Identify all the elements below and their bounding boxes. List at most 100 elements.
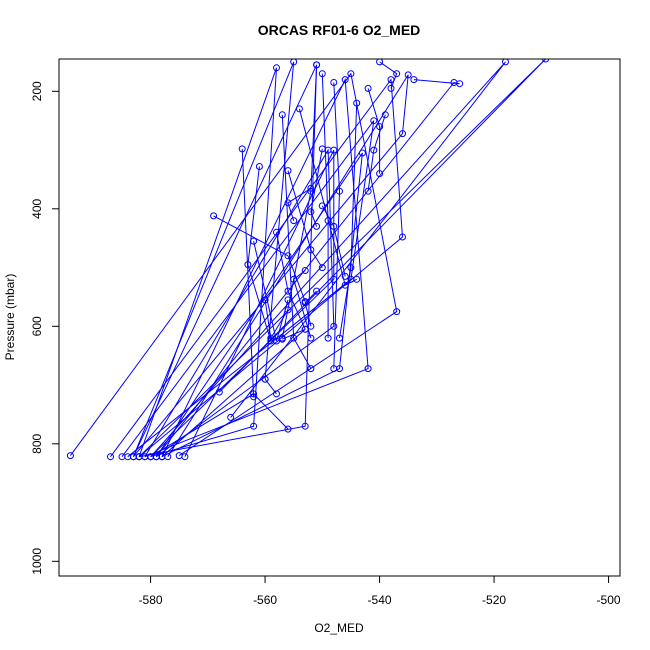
- data-point: [313, 222, 321, 230]
- data-point: [341, 76, 349, 84]
- data-point: [273, 390, 280, 398]
- series-line: [133, 74, 409, 458]
- data-point: [273, 228, 280, 236]
- data-point: [318, 264, 326, 272]
- data-point: [307, 334, 315, 342]
- data-point: [370, 146, 378, 154]
- data-point: [353, 99, 361, 107]
- data-point: [250, 393, 258, 401]
- series-31: [290, 267, 315, 342]
- data-point: [399, 233, 406, 241]
- series-22: [295, 105, 361, 289]
- data-point: [404, 71, 412, 79]
- data-point: [330, 146, 338, 154]
- series-26: [364, 111, 389, 195]
- data-point: [301, 267, 309, 274]
- data-point: [295, 105, 303, 113]
- series-line: [253, 240, 289, 342]
- data-point: [347, 264, 355, 272]
- series-line: [367, 88, 381, 174]
- data-point: [301, 422, 309, 430]
- data-point: [107, 453, 114, 461]
- series-line: [367, 114, 386, 192]
- series-line: [132, 61, 295, 457]
- data-point: [456, 80, 464, 88]
- data-point: [250, 237, 258, 245]
- data-point: [290, 334, 298, 342]
- data-point: [250, 422, 258, 430]
- data-point: [290, 59, 298, 66]
- series-line: [144, 77, 369, 458]
- data-point: [284, 167, 292, 175]
- data-point: [370, 117, 378, 125]
- data-point: [307, 187, 315, 195]
- data-point: [261, 375, 269, 383]
- series-line: [247, 166, 272, 342]
- series-line: [339, 103, 358, 339]
- data-point: [129, 453, 137, 461]
- series-line: [321, 205, 346, 277]
- chart-title: ORCAS RF01-6 O2_MED: [258, 22, 421, 38]
- data-point: [278, 334, 286, 342]
- data-point: [66, 452, 74, 460]
- data-point: [324, 334, 332, 342]
- data-point: [376, 123, 384, 131]
- data-point: [307, 208, 315, 216]
- data-point: [284, 425, 292, 433]
- data-point: [181, 453, 189, 461]
- series-line: [321, 73, 329, 339]
- series-line: [310, 148, 323, 227]
- series-24: [330, 79, 343, 373]
- data-point: [330, 79, 338, 86]
- series-27: [336, 99, 361, 342]
- data-point: [330, 365, 338, 373]
- data-point: [364, 365, 372, 373]
- y-tick-label: 1000: [30, 548, 44, 575]
- series-16: [238, 145, 258, 401]
- data-point: [387, 84, 395, 92]
- data-point: [301, 299, 309, 307]
- series-line: [264, 299, 289, 340]
- y-tick-label: 400: [30, 198, 44, 218]
- series-line: [287, 187, 312, 221]
- data-point: [376, 170, 384, 178]
- series-line: [287, 170, 323, 268]
- data-point: [318, 145, 326, 153]
- series-line: [281, 114, 312, 369]
- x-tick-label: -580: [139, 593, 163, 607]
- x-tick-label: -500: [597, 593, 621, 607]
- series-line: [298, 108, 357, 286]
- y-tick-label: 800: [30, 433, 44, 453]
- series-line: [276, 232, 306, 330]
- data-point: [341, 272, 349, 280]
- data-point: [364, 84, 372, 92]
- series-29: [307, 145, 326, 230]
- series-35: [376, 59, 401, 92]
- data-point: [284, 306, 292, 314]
- y-tick-label: 200: [30, 81, 44, 101]
- data-point: [267, 334, 275, 342]
- series-line: [293, 270, 312, 339]
- data-point: [364, 187, 372, 195]
- data-point: [244, 261, 252, 269]
- y-axis: 200 400 600 800 1000: [30, 81, 60, 575]
- y-tick-label: 600: [30, 316, 44, 336]
- data-point: [307, 246, 315, 254]
- data-point: [273, 337, 280, 345]
- x-axis-label: O2_MED: [314, 621, 364, 635]
- data-point: [313, 287, 321, 295]
- series-line: [69, 72, 398, 457]
- data-point: [330, 322, 338, 330]
- data-point: [399, 130, 406, 138]
- x-tick-label: -540: [368, 593, 392, 607]
- series-34: [318, 202, 349, 280]
- data-point: [290, 217, 298, 225]
- series-line: [121, 120, 375, 458]
- data-point: [353, 275, 361, 283]
- series-30: [250, 237, 292, 345]
- series-line: [241, 148, 255, 397]
- series-18: [278, 111, 315, 373]
- series-line: [110, 78, 404, 458]
- x-axis: -580 -560 -540 -520 -500: [139, 575, 621, 607]
